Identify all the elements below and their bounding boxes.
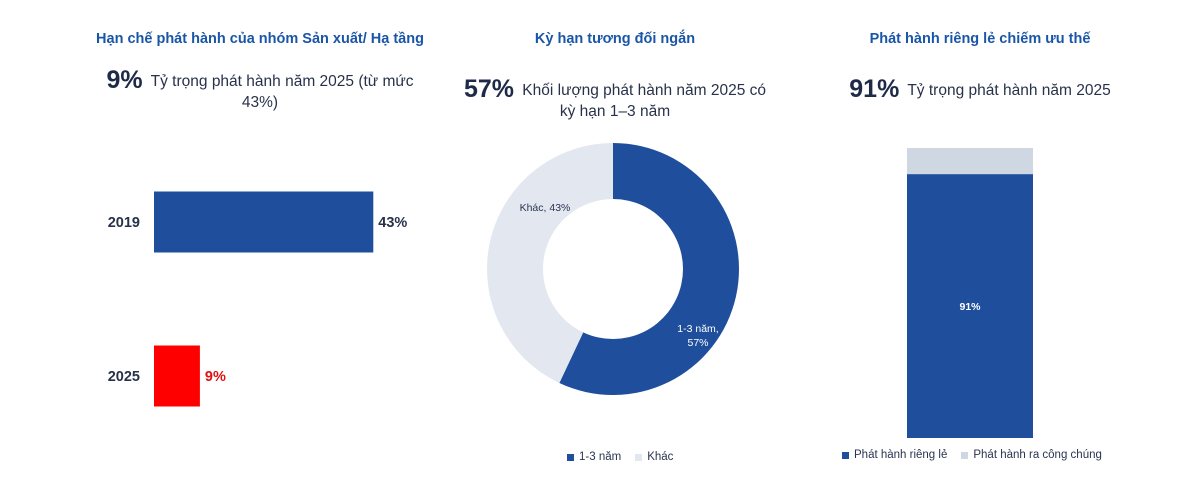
data-label: 91% xyxy=(959,301,981,313)
category-label: 2019 xyxy=(108,215,140,231)
stacked-bar-chart: 91% xyxy=(907,148,1033,438)
legend-label: Phát hành ra công chúng xyxy=(973,449,1102,461)
highlight-value: 57% xyxy=(463,75,514,103)
legend-item: Phát hành ra công chúng xyxy=(961,449,1102,461)
highlight-text: Tỷ trọng phát hành năm 2025 xyxy=(907,82,1111,99)
bar xyxy=(154,345,200,407)
category-label: 2025 xyxy=(108,369,140,385)
legend-item: Phát hành riêng lẻ xyxy=(842,449,947,461)
data-label: 43% xyxy=(378,215,407,231)
donut-slice xyxy=(559,143,739,395)
bar xyxy=(154,191,374,253)
highlight-text: Khối lượng phát hành năm 2025 có kỳ hạn … xyxy=(522,82,767,120)
legend-swatch xyxy=(635,453,643,461)
horizontal-bar-chart: 2019 43% 2025 9% xyxy=(108,191,407,407)
panel-private-placement: Phát hành riêng lẻ chiếm ưu thế 91% Tỷ t… xyxy=(830,0,1130,487)
stacked-bar-legend: Phát hành riêng lẻ Phát hành ra công chún… xyxy=(842,449,1116,461)
panel-term: Kỳ hạn tương đối ngắn 57% Khối lượng phá… xyxy=(455,0,775,487)
highlight: 9% Tỷ trọng phát hành năm 2025 (từ mức 4… xyxy=(95,68,425,113)
highlight-value: 91% xyxy=(849,75,900,103)
legend-item: 1-3 năm xyxy=(567,451,621,463)
legend-label: Phát hành riêng lẻ xyxy=(854,449,948,461)
stacked-bar-segment xyxy=(907,148,1033,175)
slice-label: 57% xyxy=(687,337,708,349)
legend-label: Khác xyxy=(647,451,674,463)
panel-title: Phát hành riêng lẻ chiếm ưu thế xyxy=(869,31,1091,47)
panel-title: Kỳ hạn tương đối ngắn xyxy=(534,31,696,47)
panel-title: Hạn chế phát hành của nhóm Sản xuất/ Hạ … xyxy=(96,31,424,47)
slice-label: 1-3 năm, xyxy=(677,323,718,335)
donut-slice xyxy=(486,143,613,384)
legend-swatch xyxy=(961,451,969,459)
panel-manufacturing-share: Hạn chế phát hành của nhóm Sản xuất/ Hạ … xyxy=(60,0,460,487)
donut-chart: 1-3 năm, 57% Khác, 43% xyxy=(486,143,739,395)
highlight-value: 9% xyxy=(106,66,143,94)
slice-label: Khác, 43% xyxy=(520,202,571,214)
highlight-text: Tỷ trọng phát hành năm 2025 (từ mức 43%) xyxy=(150,73,414,111)
legend-item: Khác xyxy=(635,451,673,463)
data-label: 9% xyxy=(205,369,226,385)
highlight: 57% Khối lượng phát hành năm 2025 có kỳ … xyxy=(455,77,775,122)
legend-label: 1-3 năm xyxy=(579,451,622,463)
legend-swatch xyxy=(567,453,574,461)
donut-legend: 1-3 năm Khác xyxy=(567,451,687,463)
legend-swatch xyxy=(842,451,849,459)
stacked-bar-segment xyxy=(907,174,1033,438)
highlight: 91% Tỷ trọng phát hành năm 2025 xyxy=(830,77,1130,102)
